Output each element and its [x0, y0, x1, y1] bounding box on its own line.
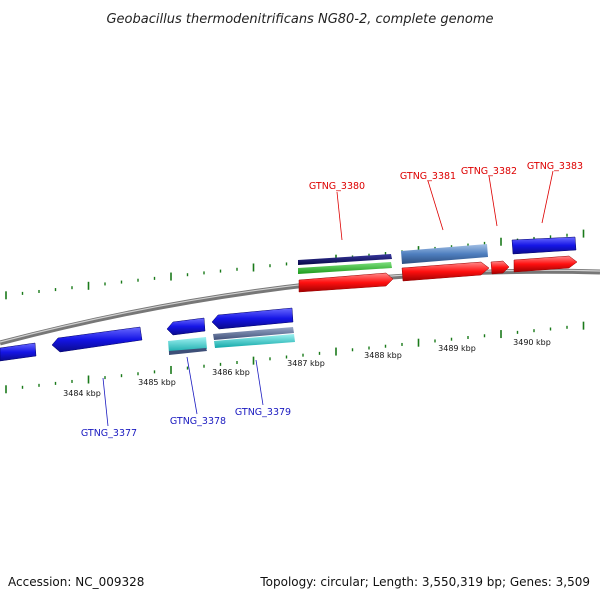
- gene-label-text: GTNG_3382: [461, 166, 517, 177]
- gene-label-text: GTNG_3381: [400, 171, 456, 182]
- feature-cds-block[interactable]: [0, 342, 37, 362]
- lower-tick-ring: [5, 321, 585, 394]
- feature-rna-arrow[interactable]: [490, 260, 510, 275]
- gene-label-bottom[interactable]: GTNG_3379: [235, 359, 291, 418]
- kbp-label: 3487 kbp: [287, 359, 325, 368]
- kbp-label: 3485 kbp: [138, 378, 176, 387]
- feature-rna-arrow[interactable]: [401, 261, 490, 282]
- accession-text: Accession: NC_009328: [8, 575, 144, 589]
- gene-label-text: GTNG_3380: [309, 181, 365, 192]
- feature-navy-bar[interactable]: [298, 254, 392, 265]
- gene-label-text: GTNG_3379: [235, 407, 291, 418]
- feature-cds-arrow[interactable]: [166, 317, 206, 336]
- topology-text: Topology: circular; Length: 3,550,319 bp…: [259, 575, 590, 589]
- feature-steelblue-bar[interactable]: [401, 244, 488, 264]
- feature-cds-arrow[interactable]: [51, 326, 143, 353]
- gene-label-top[interactable]: GTNG_3383: [527, 161, 583, 224]
- gene-label-bottom[interactable]: GTNG_3378: [170, 356, 226, 427]
- feature-slate-bar[interactable]: [213, 327, 294, 340]
- feature-cds-block[interactable]: [511, 236, 577, 255]
- kbp-label: 3484 kbp: [63, 389, 101, 398]
- feature-cds-arrow[interactable]: [211, 307, 294, 330]
- kbp-label: 3490 kbp: [513, 338, 551, 347]
- gene-label-top[interactable]: GTNG_3381: [400, 171, 456, 231]
- kbp-label: 3488 kbp: [364, 351, 402, 360]
- gene-label-text: GTNG_3377: [81, 428, 137, 439]
- feature-rna-arrow[interactable]: [298, 272, 394, 293]
- gene-label-text: GTNG_3383: [527, 161, 583, 172]
- gene-label-bottom[interactable]: GTNG_3377: [81, 377, 137, 439]
- page-title: Geobacillus thermodenitrificans NG80-2, …: [106, 12, 493, 27]
- feature-green-bar[interactable]: [298, 262, 392, 274]
- kbp-label: 3486 kbp: [212, 368, 250, 377]
- gene-label-top[interactable]: GTNG_3380: [309, 181, 365, 241]
- gene-label-text: GTNG_3378: [170, 416, 226, 427]
- kbp-label: 3489 kbp: [438, 344, 476, 353]
- feature-cyan-bar[interactable]: [214, 334, 295, 348]
- feature-rna-arrow[interactable]: [513, 255, 578, 273]
- feature-slate-bar[interactable]: [169, 348, 207, 355]
- gene-label-top[interactable]: GTNG_3382: [461, 166, 517, 227]
